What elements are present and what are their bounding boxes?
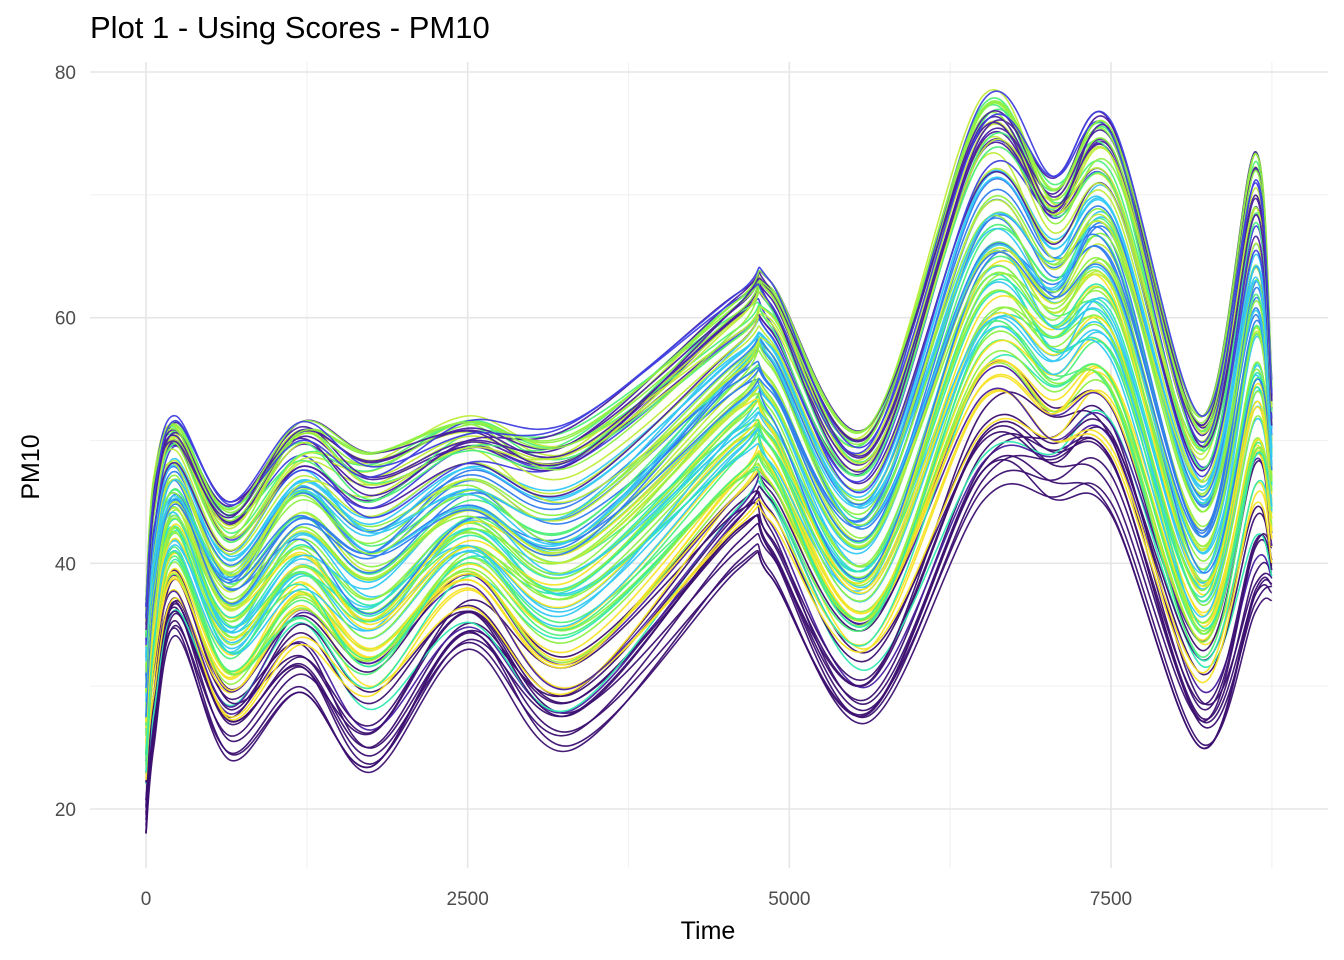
series-line	[145, 195, 1273, 667]
series-line	[145, 404, 1273, 814]
curves-group	[145, 88, 1273, 834]
series-line	[145, 178, 1273, 677]
series-line	[145, 227, 1273, 689]
x-tick-label: 0	[141, 889, 152, 910]
x-tick-label: 5000	[768, 889, 810, 910]
series-line	[145, 100, 1273, 601]
series-line	[145, 217, 1273, 680]
series-line	[145, 184, 1273, 656]
x-axis-label: Time	[681, 917, 736, 945]
series-line	[145, 188, 1273, 658]
series-line	[145, 391, 1273, 807]
series-line	[145, 102, 1273, 611]
x-tick-label: 7500	[1090, 889, 1132, 910]
series-line	[145, 457, 1273, 820]
series-line	[145, 249, 1273, 702]
series-line	[145, 90, 1273, 619]
series-line	[145, 420, 1273, 801]
y-axis-label: PM10	[17, 434, 45, 499]
series-line	[145, 139, 1273, 642]
y-tick-label: 40	[55, 554, 76, 575]
chart-title: Plot 1 - Using Scores - PM10	[90, 10, 490, 45]
series-line	[145, 255, 1273, 726]
series-line	[145, 108, 1273, 638]
series-line	[145, 360, 1273, 750]
series-line	[145, 306, 1273, 757]
y-tick-label: 60	[55, 309, 76, 330]
series-line	[145, 390, 1273, 780]
series-line	[145, 135, 1273, 625]
series-line	[145, 101, 1273, 602]
series-line	[145, 110, 1273, 607]
series-line	[145, 170, 1273, 662]
x-axis-ticks: 0 2500 5000 7500	[141, 889, 1132, 910]
series-line	[145, 208, 1273, 673]
series-line	[145, 311, 1273, 729]
series-line	[145, 311, 1273, 731]
series-line	[145, 339, 1273, 752]
series-line	[145, 454, 1273, 832]
series-line	[145, 413, 1273, 783]
series-line	[145, 167, 1273, 647]
series-line	[145, 330, 1273, 755]
series-line	[145, 424, 1273, 808]
series-line	[145, 273, 1273, 718]
series-line	[145, 271, 1273, 708]
y-tick-label: 80	[55, 63, 76, 84]
y-axis-ticks: 20 40 60 80	[55, 63, 76, 821]
series-line	[145, 388, 1273, 774]
x-tick-label: 2500	[447, 889, 489, 910]
series-line	[145, 241, 1273, 696]
series-line	[145, 325, 1273, 765]
y-tick-label: 20	[55, 800, 76, 821]
